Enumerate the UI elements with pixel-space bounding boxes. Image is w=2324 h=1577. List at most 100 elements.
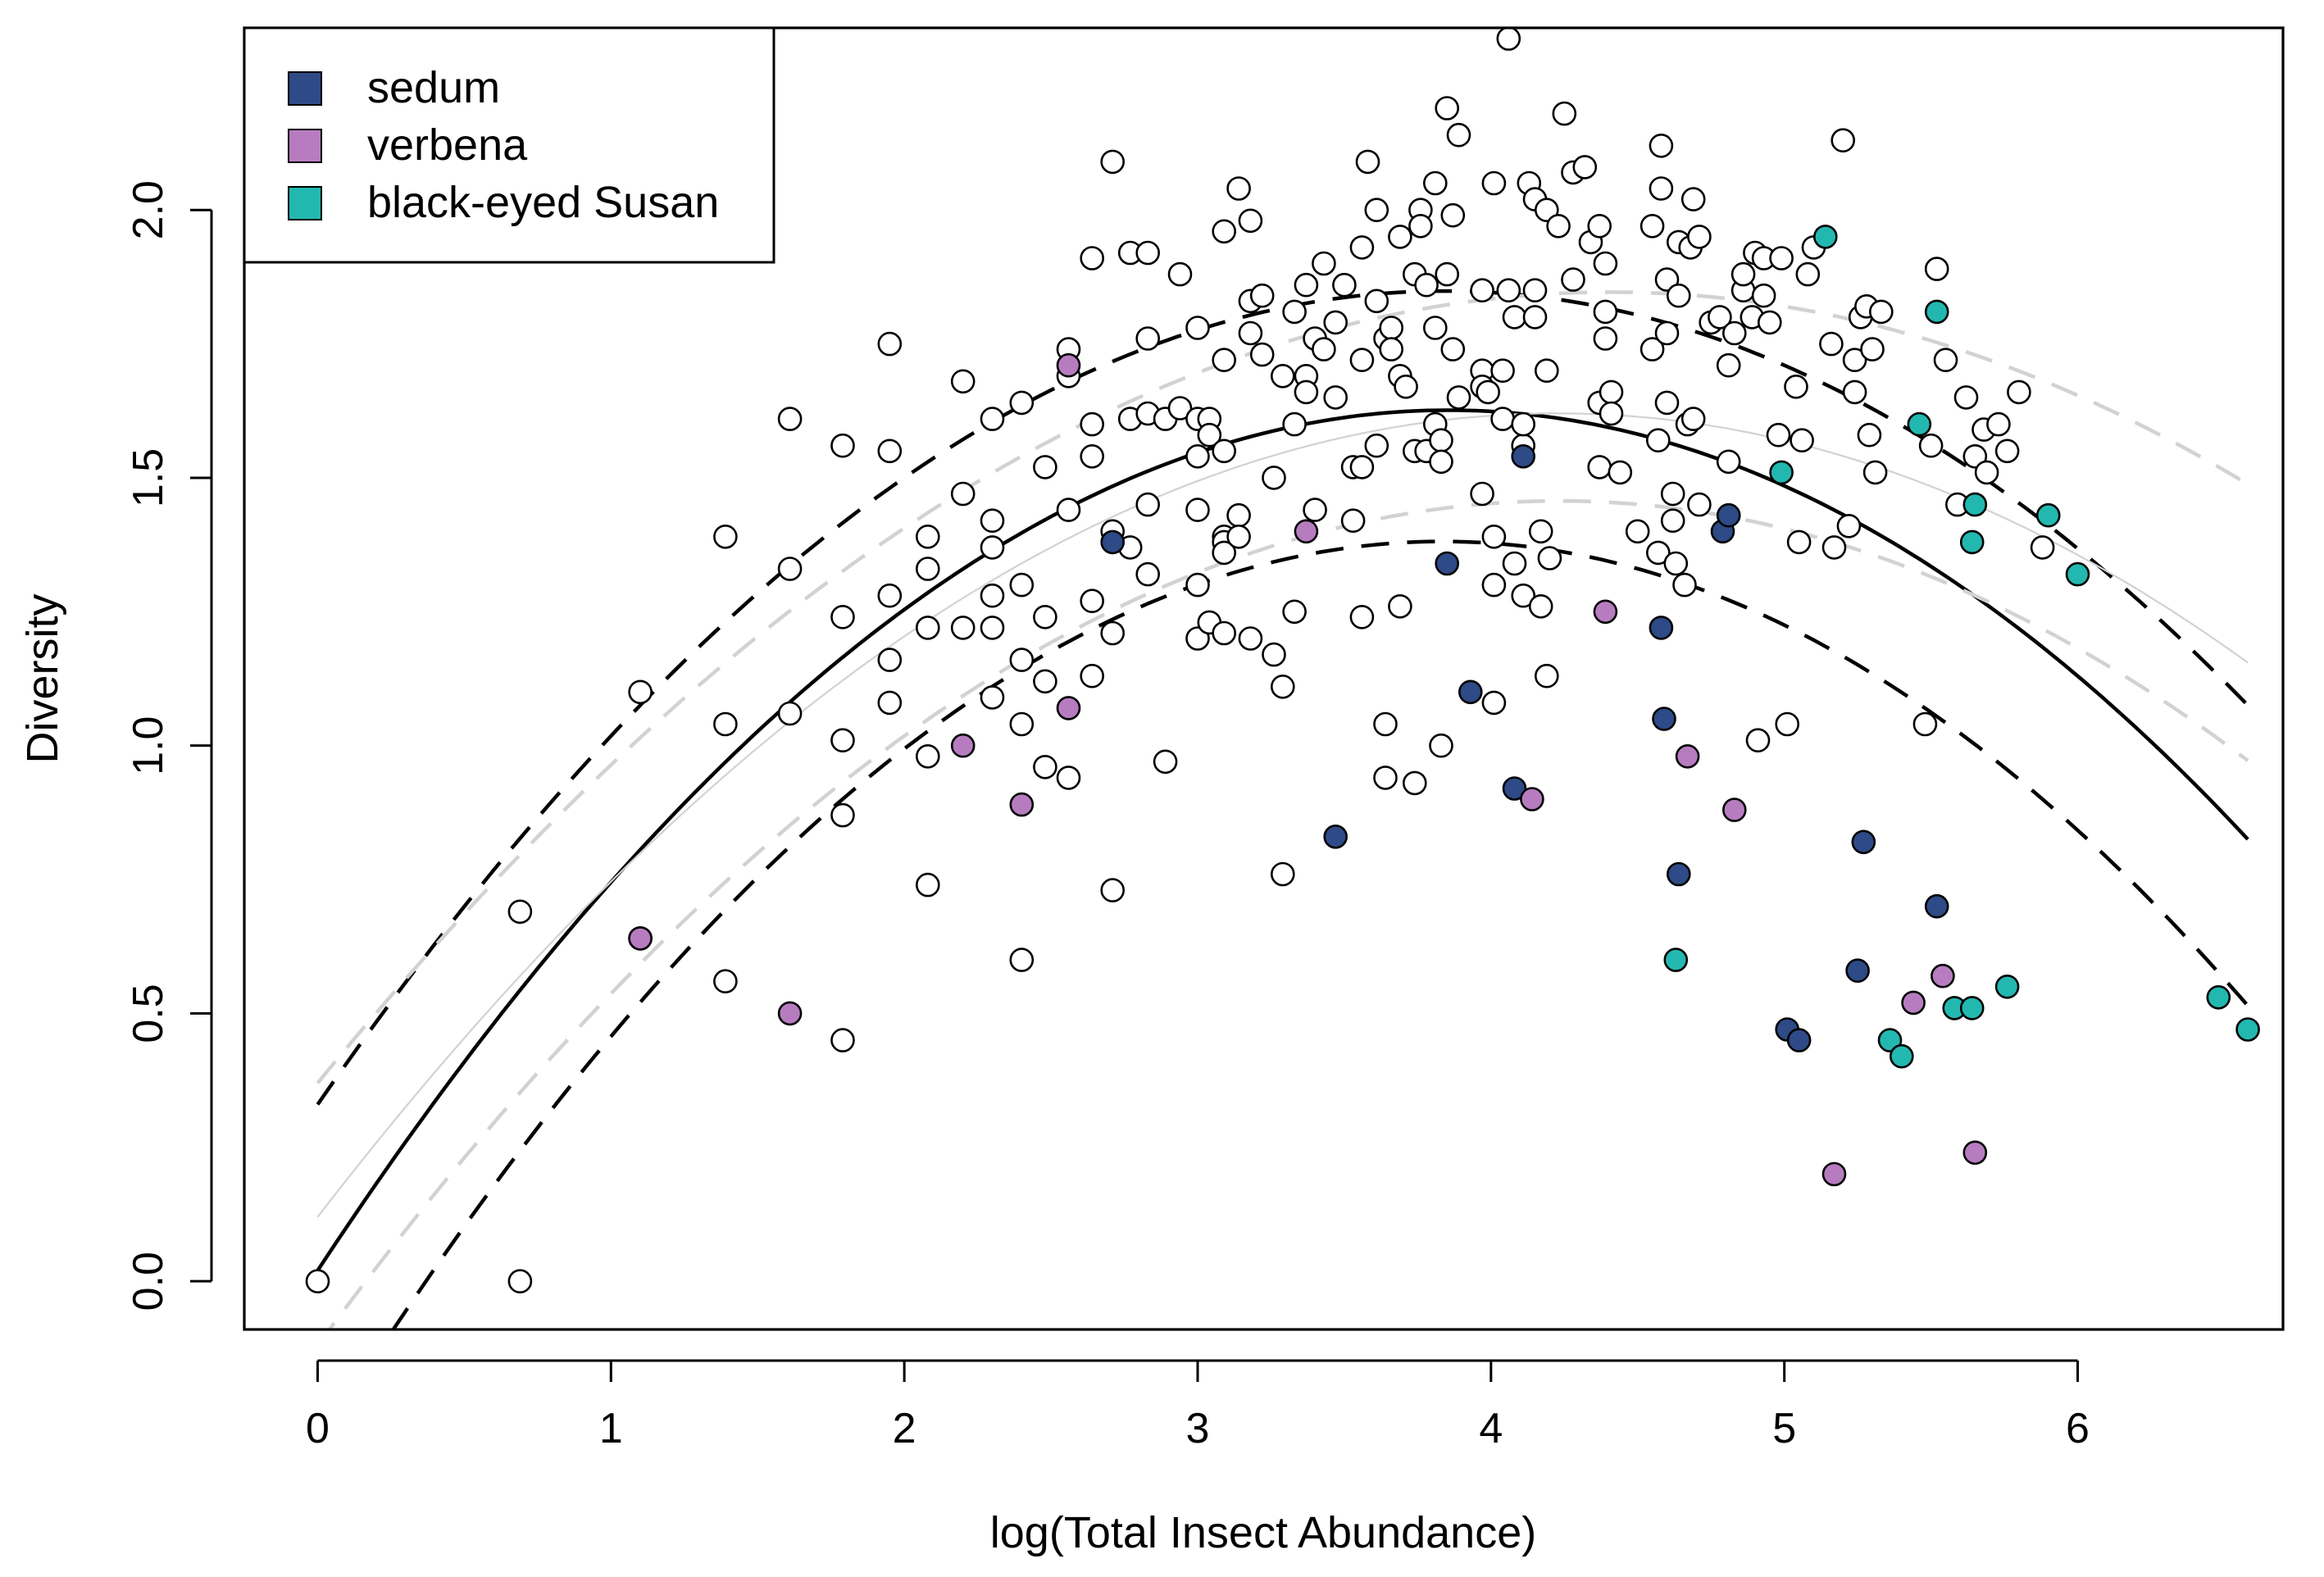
- point-other: [1962, 443, 1988, 469]
- point-other: [1640, 213, 1665, 239]
- point-other: [1033, 754, 1057, 779]
- point-other: [1994, 439, 2020, 464]
- point-other: [1238, 626, 1263, 651]
- point-other: [1440, 337, 1466, 361]
- point-other: [1654, 267, 1680, 292]
- point-other: [1388, 225, 1412, 249]
- point-other: [916, 616, 940, 640]
- point-other: [1226, 176, 1251, 201]
- point-other: [1687, 492, 1712, 517]
- point-verbena: [1962, 1140, 1988, 1166]
- point-other: [830, 604, 855, 629]
- point-verbena: [1821, 1161, 1847, 1187]
- x-tick-label: 4: [1479, 1405, 1503, 1452]
- point-other: [305, 1269, 330, 1293]
- point-other: [1167, 261, 1193, 287]
- point-other: [1056, 498, 1081, 522]
- point-black-eyed-susan: [1769, 460, 1794, 485]
- point-other: [980, 685, 1005, 710]
- y-axis-title: Diversity: [18, 593, 67, 763]
- point-other: [1660, 481, 1685, 507]
- point-other: [1654, 390, 1680, 416]
- point-other: [1262, 642, 1286, 667]
- point-other: [1282, 599, 1307, 625]
- point-other: [1373, 711, 1398, 737]
- point-other: [1249, 283, 1275, 308]
- point-sedum: [1435, 551, 1459, 576]
- point-other: [916, 872, 940, 898]
- point-other: [1282, 411, 1307, 437]
- point-sedum: [1851, 829, 1876, 855]
- point-other: [1522, 278, 1548, 303]
- point-other: [1528, 593, 1553, 619]
- point-other: [1716, 352, 1741, 378]
- point-black-eyed-susan: [1813, 225, 1838, 249]
- point-other: [1349, 235, 1375, 260]
- point-other: [1663, 551, 1689, 576]
- point-other: [1836, 513, 1862, 539]
- x-tick-label: 2: [893, 1405, 916, 1452]
- point-other: [1212, 620, 1236, 646]
- point-other: [1294, 272, 1319, 298]
- point-other: [1722, 320, 1747, 346]
- point-other: [1758, 310, 1782, 335]
- point-verbena: [950, 733, 976, 758]
- point-verbena: [1675, 743, 1700, 769]
- point-other: [1552, 101, 1577, 126]
- point-other: [1587, 455, 1612, 479]
- point-other: [1974, 460, 1999, 485]
- point-other: [1672, 572, 1697, 598]
- point-other: [830, 728, 855, 753]
- point-other: [1646, 540, 1671, 566]
- point-other: [1271, 861, 1295, 887]
- point-black-eyed-susan: [2206, 985, 2231, 1010]
- point-verbena: [777, 1001, 803, 1026]
- point-other: [1009, 711, 1035, 737]
- point-other: [1795, 261, 1821, 287]
- curve-grey-upper: [316, 290, 2249, 1084]
- point-other: [1323, 310, 1348, 335]
- point-other: [1009, 572, 1035, 598]
- point-other: [1373, 766, 1398, 790]
- y-axis: 0.0 0.5 1.0 1.5 2.0: [125, 180, 213, 1311]
- point-other: [1303, 498, 1327, 522]
- point-other: [877, 648, 903, 672]
- point-other: [1593, 326, 1618, 351]
- point-other: [1535, 358, 1559, 384]
- point-other: [628, 679, 653, 705]
- point-other: [777, 701, 803, 726]
- point-other: [877, 583, 903, 608]
- point-other: [507, 899, 533, 925]
- point-verbena: [1056, 352, 1081, 378]
- point-other: [1587, 213, 1612, 239]
- point-other: [1860, 337, 1885, 361]
- point-black-eyed-susan: [1663, 948, 1689, 972]
- point-other: [1100, 149, 1125, 175]
- point-other: [1708, 305, 1732, 329]
- point-other: [1537, 546, 1562, 570]
- point-black-eyed-susan: [2035, 502, 2061, 528]
- point-other: [1522, 305, 1548, 329]
- point-other: [1349, 348, 1375, 373]
- point-other: [950, 369, 976, 394]
- point-other: [1323, 385, 1348, 410]
- point-other: [1680, 407, 1706, 431]
- point-other: [1167, 396, 1193, 420]
- point-other: [1649, 134, 1674, 158]
- x-tick-label: 1: [599, 1405, 623, 1452]
- point-other: [916, 743, 940, 769]
- point-other: [1502, 305, 1527, 329]
- point-black-eyed-susan: [2065, 561, 2090, 587]
- point-other: [1912, 711, 1938, 737]
- point-other: [1862, 460, 1888, 485]
- point-verbena: [1593, 599, 1618, 625]
- point-other: [1745, 728, 1771, 753]
- point-other: [1769, 246, 1794, 270]
- point-other: [1842, 379, 1867, 405]
- point-black-eyed-susan: [1962, 492, 1988, 517]
- point-other: [1546, 213, 1571, 239]
- point-other: [1080, 443, 1104, 469]
- point-other: [507, 1269, 533, 1293]
- x-tick-label: 0: [306, 1405, 330, 1452]
